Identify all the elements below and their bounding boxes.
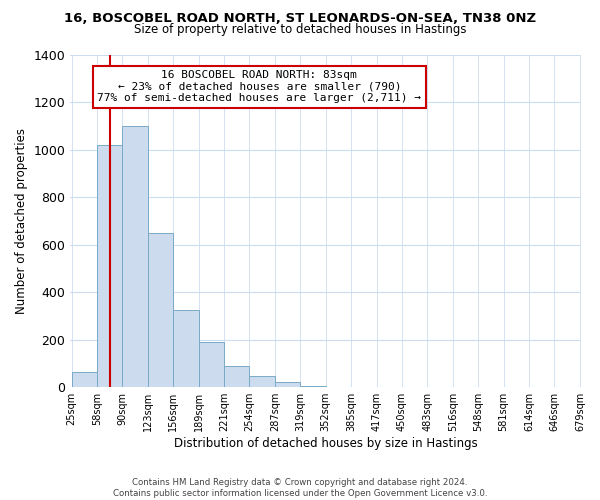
- Bar: [173, 310, 199, 387]
- Bar: [97, 145, 122, 387]
- Text: Size of property relative to detached houses in Hastings: Size of property relative to detached ho…: [134, 22, 466, 36]
- Bar: [71, 372, 97, 387]
- Text: Contains HM Land Registry data © Crown copyright and database right 2024.
Contai: Contains HM Land Registry data © Crown c…: [113, 478, 487, 498]
- Bar: [275, 382, 301, 387]
- Bar: [250, 376, 275, 387]
- Text: 16 BOSCOBEL ROAD NORTH: 83sqm
← 23% of detached houses are smaller (790)
77% of : 16 BOSCOBEL ROAD NORTH: 83sqm ← 23% of d…: [97, 70, 421, 103]
- X-axis label: Distribution of detached houses by size in Hastings: Distribution of detached houses by size …: [174, 437, 478, 450]
- Y-axis label: Number of detached properties: Number of detached properties: [15, 128, 28, 314]
- Bar: [224, 366, 250, 387]
- Bar: [301, 386, 326, 387]
- Bar: [148, 233, 173, 387]
- Text: 16, BOSCOBEL ROAD NORTH, ST LEONARDS-ON-SEA, TN38 0NZ: 16, BOSCOBEL ROAD NORTH, ST LEONARDS-ON-…: [64, 12, 536, 26]
- Bar: [199, 342, 224, 387]
- Bar: [122, 126, 148, 387]
